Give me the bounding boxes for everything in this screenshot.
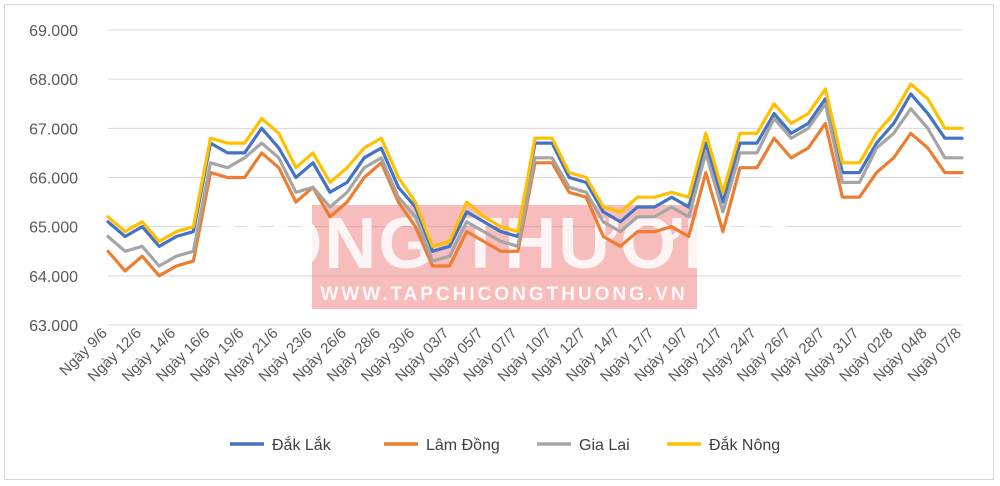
y-tick-label: 63.000 [29, 318, 78, 335]
watermark: CÔNG THƯƠNG WWW.TAPCHICONGTHUONG.VN [212, 203, 794, 309]
y-tick-label: 67.000 [29, 121, 78, 138]
legend-label: Đắk Lắk [272, 435, 332, 454]
series-line [106, 82, 964, 248]
series-line [106, 102, 964, 268]
y-axis-ticks: 63.000 64.000 65.000 66.000 67.000 68.000 69.0… [29, 23, 78, 335]
legend-label: Gia Lai [579, 437, 630, 454]
legend: Đắk Lắk Lâm Đồng Gia Lai Đắk Nông [230, 435, 780, 454]
chart-frame [4, 4, 994, 480]
y-tick-label: 68.000 [29, 72, 78, 89]
y-tick-label: 64.000 [29, 269, 78, 286]
legend-label: Đắk Nông [709, 435, 780, 454]
y-tick-label: 66.000 [29, 171, 78, 188]
y-tick-label: 69.000 [29, 23, 78, 40]
y-tick-label: 65.000 [29, 220, 78, 237]
gridlines [108, 29, 962, 326]
series-lines [106, 82, 964, 278]
watermark-url: WWW.TAPCHICONGTHUONG.VN [320, 284, 687, 305]
legend-label: Lâm Đồng [426, 437, 500, 454]
